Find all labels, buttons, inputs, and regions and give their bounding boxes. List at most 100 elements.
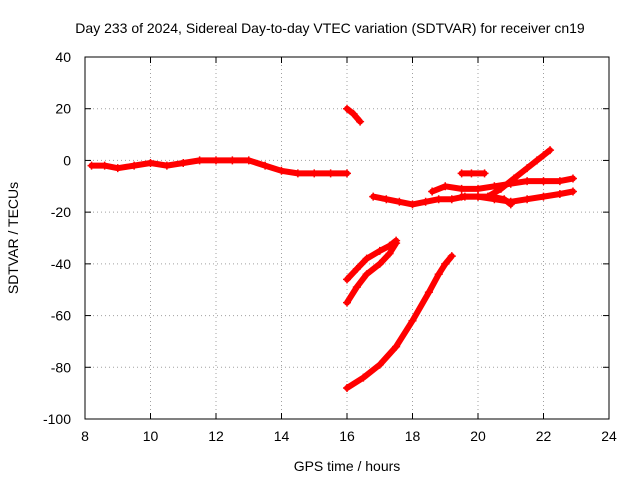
series-line bbox=[484, 147, 553, 200]
x-tick-label: 24 bbox=[601, 428, 617, 444]
data-point bbox=[496, 184, 505, 193]
y-tick-label: 0 bbox=[63, 152, 71, 168]
data-point bbox=[113, 164, 122, 173]
data-point bbox=[87, 161, 96, 170]
series-arc-9 bbox=[343, 239, 401, 307]
data-point bbox=[343, 275, 351, 284]
y-axis-label: SDTVAR / TECUs bbox=[5, 182, 21, 294]
data-point bbox=[490, 195, 499, 204]
data-point bbox=[212, 156, 220, 165]
data-point bbox=[352, 265, 361, 274]
series-line bbox=[88, 157, 350, 177]
ticks: 8 10 12 14 16 18 20 22 24 40 20 0 -20 -40 -60 -80 -100 bbox=[43, 49, 617, 444]
data-point bbox=[362, 270, 371, 279]
x-tick-label: 20 bbox=[470, 428, 486, 444]
data-point bbox=[382, 195, 391, 204]
series-line bbox=[344, 240, 400, 306]
series-arc-7 bbox=[483, 146, 555, 201]
data-point bbox=[523, 195, 532, 204]
y-tick-label: -60 bbox=[51, 308, 71, 324]
data-point bbox=[343, 169, 351, 178]
data-point bbox=[310, 169, 319, 178]
data-point bbox=[483, 192, 492, 201]
data-point bbox=[100, 161, 109, 170]
data-point bbox=[539, 177, 548, 186]
y-tick-label: -40 bbox=[51, 256, 71, 272]
data-point bbox=[532, 156, 541, 165]
series-arc-2 bbox=[343, 104, 365, 126]
series-line bbox=[344, 237, 400, 283]
data-point bbox=[434, 195, 443, 204]
data-point bbox=[555, 177, 564, 186]
data-point bbox=[356, 117, 365, 126]
data-point bbox=[343, 383, 351, 392]
chart-title: Day 233 of 2024, Sidereal Day-to-day VTE… bbox=[75, 20, 585, 36]
data-point bbox=[523, 177, 532, 186]
data-point bbox=[421, 197, 430, 206]
data-point bbox=[457, 192, 466, 201]
data-point bbox=[359, 373, 368, 382]
data-point bbox=[424, 288, 433, 297]
data-point bbox=[369, 192, 378, 201]
grid bbox=[85, 57, 609, 419]
data-point bbox=[162, 161, 171, 170]
y-tick-label: 40 bbox=[55, 49, 71, 65]
data-point bbox=[408, 316, 417, 325]
y-tick-label: -100 bbox=[43, 411, 71, 427]
series-arc-1 bbox=[87, 156, 351, 178]
data-point bbox=[277, 166, 286, 175]
data-point bbox=[385, 249, 394, 258]
data-point bbox=[261, 161, 270, 170]
series-layer bbox=[87, 104, 577, 392]
x-tick-label: 10 bbox=[143, 428, 159, 444]
data-point bbox=[392, 342, 401, 351]
data-point bbox=[375, 259, 384, 268]
data-point bbox=[146, 159, 155, 168]
x-tick-label: 22 bbox=[536, 428, 552, 444]
data-point bbox=[343, 298, 351, 307]
data-point bbox=[349, 109, 358, 118]
data-point bbox=[179, 159, 188, 168]
data-point bbox=[523, 164, 532, 173]
x-tick-label: 18 bbox=[405, 428, 421, 444]
data-point bbox=[457, 169, 466, 178]
data-point bbox=[447, 195, 456, 204]
data-point bbox=[375, 360, 384, 369]
data-point bbox=[539, 192, 548, 201]
series-arc-6 bbox=[457, 169, 489, 178]
data-point bbox=[343, 104, 351, 113]
data-point bbox=[434, 270, 443, 279]
data-point bbox=[375, 246, 384, 255]
data-point bbox=[510, 174, 519, 183]
y-tick-label: -80 bbox=[51, 359, 71, 375]
data-point bbox=[441, 259, 450, 268]
y-tick-label: 20 bbox=[55, 101, 71, 117]
data-point bbox=[441, 182, 450, 191]
data-point bbox=[568, 174, 577, 183]
y-tick-label: -20 bbox=[51, 204, 71, 220]
data-point bbox=[539, 151, 548, 160]
data-point bbox=[467, 169, 476, 178]
data-point bbox=[244, 156, 253, 165]
data-point bbox=[362, 254, 371, 263]
data-point bbox=[568, 187, 577, 196]
data-point bbox=[195, 156, 204, 165]
data-point bbox=[392, 239, 401, 248]
data-point bbox=[490, 182, 499, 191]
x-tick-label: 16 bbox=[339, 428, 355, 444]
data-point bbox=[352, 283, 361, 292]
x-axis-label: GPS time / hours bbox=[294, 458, 401, 474]
data-point bbox=[408, 200, 417, 209]
data-point bbox=[474, 184, 482, 193]
data-point bbox=[293, 169, 302, 178]
data-point bbox=[457, 184, 466, 193]
series-arc-10 bbox=[343, 252, 456, 392]
series-arc-8 bbox=[343, 236, 401, 284]
data-point bbox=[506, 197, 515, 206]
x-tick-label: 12 bbox=[208, 428, 224, 444]
data-point bbox=[447, 252, 456, 261]
data-point bbox=[546, 146, 555, 155]
x-tick-label: 8 bbox=[81, 428, 89, 444]
